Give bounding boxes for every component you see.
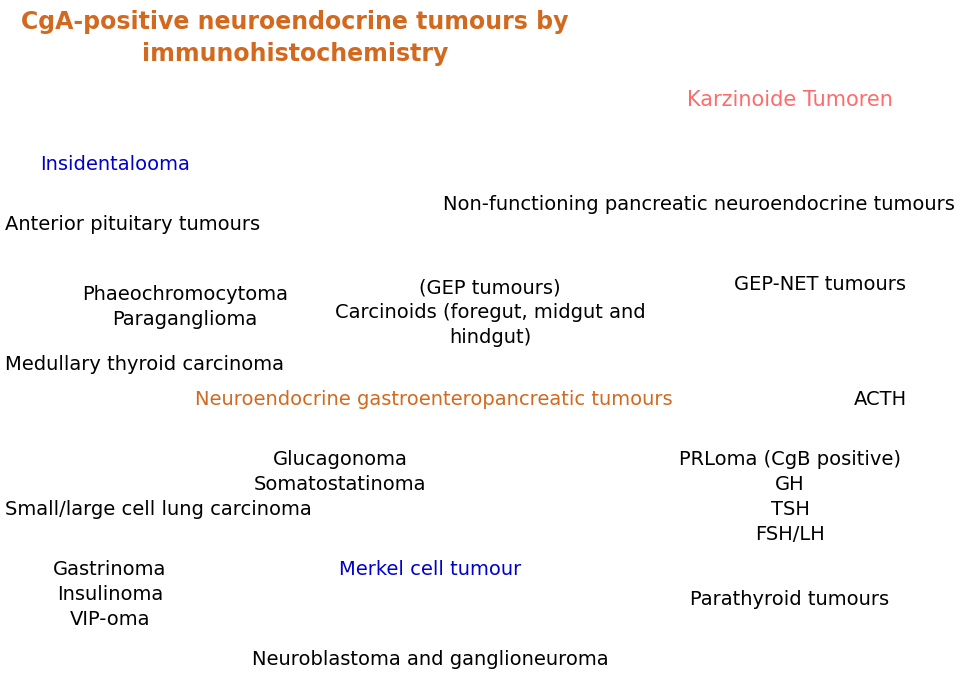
Text: Medullary thyroid carcinoma: Medullary thyroid carcinoma: [5, 355, 284, 374]
Text: Neuroblastoma and ganglioneuroma: Neuroblastoma and ganglioneuroma: [252, 650, 609, 669]
Text: Merkel cell tumour: Merkel cell tumour: [339, 560, 521, 579]
Text: (GEP tumours)
Carcinoids (foregut, midgut and
hindgut): (GEP tumours) Carcinoids (foregut, midgu…: [335, 278, 645, 347]
Text: Anterior pituitary tumours: Anterior pituitary tumours: [5, 215, 260, 234]
Text: Small/large cell lung carcinoma: Small/large cell lung carcinoma: [5, 500, 312, 519]
Text: ACTH: ACTH: [853, 390, 906, 409]
Text: Parathyroid tumours: Parathyroid tumours: [690, 590, 890, 609]
Text: Insidentalooma: Insidentalooma: [40, 155, 190, 174]
Text: CgA-positive neuroendocrine tumours by
immunohistochemistry: CgA-positive neuroendocrine tumours by i…: [21, 10, 568, 66]
Text: Neuroendocrine gastroenteropancreatic tumours: Neuroendocrine gastroenteropancreatic tu…: [195, 390, 673, 409]
Text: Gastrinoma
Insulinoma
VIP-oma: Gastrinoma Insulinoma VIP-oma: [54, 560, 167, 629]
Text: Phaeochromocytoma
Paraganglioma: Phaeochromocytoma Paraganglioma: [82, 285, 288, 329]
Text: GEP-NET tumours: GEP-NET tumours: [734, 275, 906, 294]
Text: Non-functioning pancreatic neuroendocrine tumours: Non-functioning pancreatic neuroendocrin…: [444, 195, 955, 214]
Text: Glucagonoma
Somatostatinoma: Glucagonoma Somatostatinoma: [253, 450, 426, 494]
Text: PRLoma (CgB positive)
GH
TSH
FSH/LH: PRLoma (CgB positive) GH TSH FSH/LH: [679, 450, 901, 544]
Text: Karzinoide Tumoren: Karzinoide Tumoren: [687, 90, 893, 110]
